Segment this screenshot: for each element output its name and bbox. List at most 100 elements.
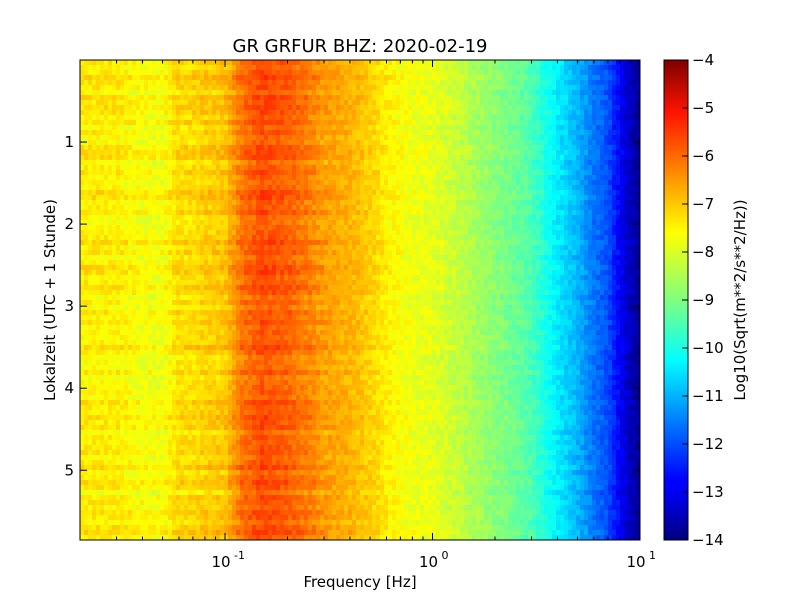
heatmap-cell bbox=[556, 70, 561, 76]
heatmap-cell bbox=[256, 75, 261, 81]
heatmap-cell bbox=[80, 160, 85, 166]
heatmap-cell bbox=[188, 120, 193, 126]
heatmap-cell bbox=[384, 220, 389, 226]
heatmap-cell bbox=[408, 180, 413, 186]
heatmap-cell bbox=[416, 165, 421, 171]
heatmap-cell bbox=[256, 160, 261, 166]
heatmap-cell bbox=[128, 195, 133, 201]
heatmap-cell bbox=[164, 140, 169, 146]
heatmap-cell bbox=[164, 105, 169, 111]
heatmap-cell bbox=[472, 120, 477, 126]
heatmap-cell bbox=[120, 135, 125, 141]
heatmap-cell bbox=[544, 120, 549, 126]
heatmap-cell bbox=[592, 105, 597, 111]
heatmap-cell bbox=[404, 150, 409, 156]
heatmap-cell bbox=[288, 95, 293, 101]
heatmap-cell bbox=[332, 150, 337, 156]
heatmap-cell bbox=[608, 65, 613, 71]
heatmap-cell bbox=[308, 115, 313, 121]
heatmap-cell bbox=[276, 155, 281, 161]
heatmap-cell bbox=[104, 80, 109, 86]
heatmap-cell bbox=[428, 205, 433, 211]
heatmap-cell bbox=[180, 220, 185, 226]
heatmap-cell bbox=[352, 140, 357, 146]
heatmap-cell bbox=[628, 165, 633, 171]
heatmap-cell bbox=[180, 185, 185, 191]
heatmap-cell bbox=[456, 60, 461, 66]
heatmap-cell bbox=[240, 115, 245, 121]
heatmap-cell bbox=[496, 185, 501, 191]
heatmap-cell bbox=[412, 175, 417, 181]
heatmap-cell bbox=[280, 195, 285, 201]
heatmap-cell bbox=[536, 120, 541, 126]
heatmap-cell bbox=[232, 60, 237, 66]
heatmap-cell bbox=[112, 85, 117, 91]
heatmap-cell bbox=[148, 130, 153, 136]
heatmap-cell bbox=[572, 225, 577, 231]
heatmap-cell bbox=[244, 145, 249, 151]
heatmap-cell bbox=[132, 140, 137, 146]
heatmap-cell bbox=[328, 220, 333, 226]
heatmap-cell bbox=[352, 65, 357, 71]
heatmap-cell bbox=[580, 70, 585, 76]
heatmap-cell bbox=[560, 100, 565, 106]
heatmap-cell bbox=[584, 70, 589, 76]
heatmap-cell bbox=[468, 185, 473, 191]
heatmap-cell bbox=[392, 190, 397, 196]
heatmap-cell bbox=[220, 150, 225, 156]
heatmap-cell bbox=[532, 75, 537, 81]
heatmap-cell bbox=[612, 140, 617, 146]
heatmap-cell bbox=[128, 85, 133, 91]
heatmap-cell bbox=[600, 145, 605, 151]
heatmap-cell bbox=[300, 140, 305, 146]
heatmap-cell bbox=[508, 230, 513, 236]
heatmap-cell bbox=[176, 190, 181, 196]
heatmap-cell bbox=[372, 230, 377, 236]
heatmap-cell bbox=[220, 105, 225, 111]
heatmap-cell bbox=[624, 160, 629, 166]
heatmap-cell bbox=[252, 235, 257, 241]
heatmap-cell bbox=[80, 90, 85, 96]
heatmap-cell bbox=[236, 110, 241, 116]
heatmap-cell bbox=[164, 130, 169, 136]
heatmap-cell bbox=[192, 185, 197, 191]
heatmap-cell bbox=[208, 135, 213, 141]
heatmap-cell bbox=[600, 65, 605, 71]
heatmap-cell bbox=[84, 120, 89, 126]
heatmap-cell bbox=[552, 160, 557, 166]
heatmap-cell bbox=[252, 115, 257, 121]
heatmap-cell bbox=[372, 235, 377, 241]
heatmap-cell bbox=[280, 80, 285, 86]
heatmap-cell bbox=[368, 110, 373, 116]
heatmap-cell bbox=[464, 205, 469, 211]
heatmap-cell bbox=[352, 210, 357, 216]
heatmap-cell bbox=[260, 130, 265, 136]
heatmap-cell bbox=[148, 200, 153, 206]
heatmap-cell bbox=[340, 125, 345, 131]
heatmap-cell bbox=[124, 170, 129, 176]
heatmap-cell bbox=[300, 200, 305, 206]
heatmap-cell bbox=[384, 100, 389, 106]
heatmap-cell bbox=[316, 150, 321, 156]
heatmap-cell bbox=[176, 105, 181, 111]
heatmap-cell bbox=[392, 210, 397, 216]
heatmap-cell bbox=[124, 65, 129, 71]
heatmap-cell bbox=[488, 145, 493, 151]
heatmap-cell bbox=[304, 185, 309, 191]
heatmap-cell bbox=[400, 140, 405, 146]
heatmap-cell bbox=[252, 195, 257, 201]
heatmap-cell bbox=[492, 205, 497, 211]
heatmap-cell bbox=[600, 155, 605, 161]
heatmap-cell bbox=[332, 125, 337, 131]
heatmap-cell bbox=[280, 220, 285, 226]
heatmap-cell bbox=[212, 195, 217, 201]
heatmap-cell bbox=[556, 195, 561, 201]
heatmap-cell bbox=[380, 115, 385, 121]
heatmap-cell bbox=[200, 150, 205, 156]
heatmap-cell bbox=[340, 215, 345, 221]
heatmap-cell bbox=[292, 150, 297, 156]
heatmap-cell bbox=[628, 175, 633, 181]
heatmap-cell bbox=[252, 215, 257, 221]
heatmap-cell bbox=[332, 80, 337, 86]
heatmap-cell bbox=[552, 140, 557, 146]
